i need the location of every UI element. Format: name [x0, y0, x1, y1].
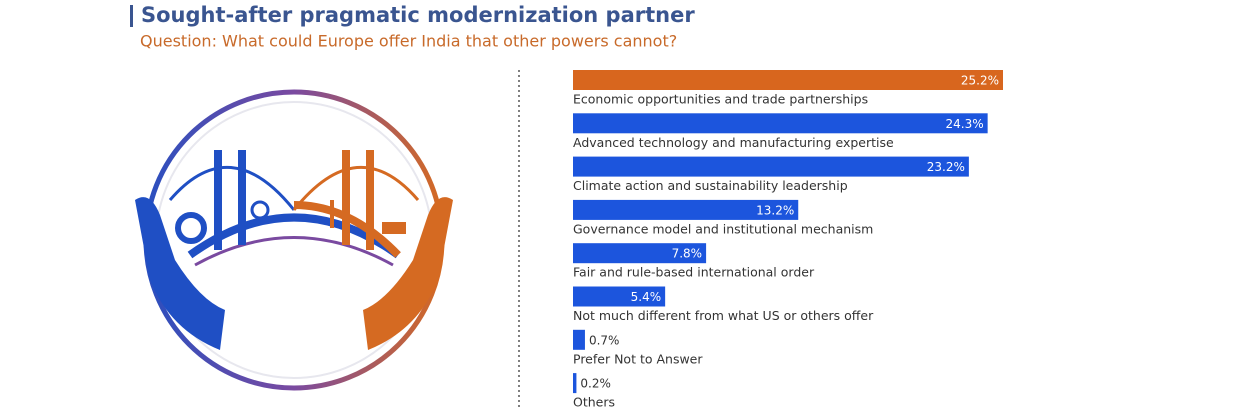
value-label: 7.8% [672, 247, 703, 261]
value-label: 5.4% [631, 290, 662, 304]
chart-subtitle: Question: What could Europe offer India … [140, 32, 677, 51]
category-label: Climate action and sustainability leader… [573, 178, 848, 193]
bar [573, 156, 969, 177]
bar [573, 199, 799, 220]
bar [573, 113, 988, 134]
value-label: 0.2% [580, 377, 611, 391]
illustration [135, 89, 453, 391]
value-label: 23.2% [927, 160, 965, 174]
value-label: 0.7% [589, 333, 620, 347]
value-label: 24.3% [946, 117, 984, 131]
bar [573, 329, 585, 350]
bar [573, 243, 707, 264]
value-label: 25.2% [961, 74, 999, 88]
bar [573, 286, 666, 307]
category-label: Fair and rule-based international order [573, 265, 815, 280]
category-label: Governance model and institutional mecha… [573, 221, 873, 236]
category-label: Economic opportunities and trade partner… [573, 92, 868, 107]
value-label: 13.2% [756, 203, 794, 217]
title-marker [130, 5, 133, 27]
category-label: Prefer Not to Answer [573, 351, 703, 366]
category-label: Advanced technology and manufacturing ex… [573, 135, 894, 150]
chart-title: Sought-after pragmatic modernization par… [141, 3, 695, 27]
bar [573, 373, 577, 394]
category-label: Others [573, 395, 615, 410]
category-label: Not much different from what US or other… [573, 308, 874, 323]
bar [573, 70, 1003, 90]
